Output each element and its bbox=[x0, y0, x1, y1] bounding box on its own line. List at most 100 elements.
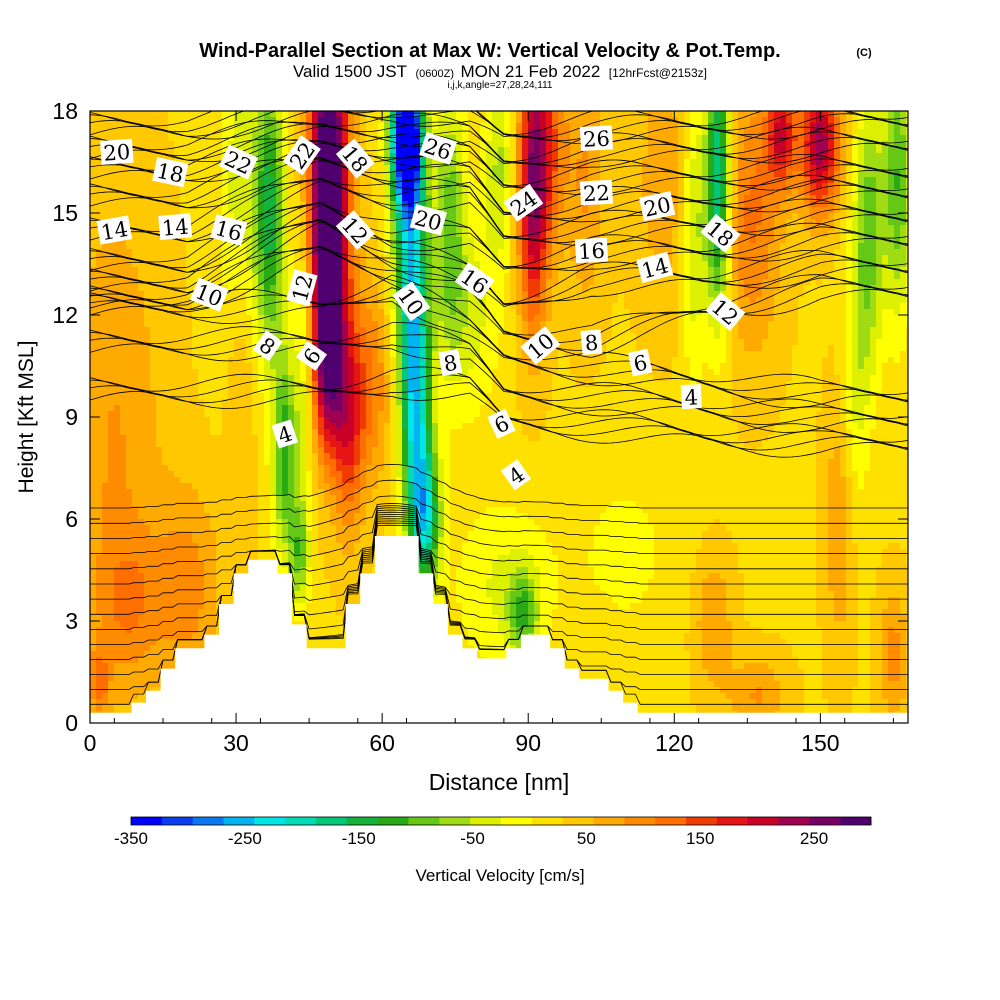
velocity-cell bbox=[390, 249, 397, 256]
velocity-cell bbox=[546, 141, 553, 148]
velocity-cell bbox=[480, 207, 487, 214]
velocity-cell bbox=[438, 207, 445, 214]
velocity-cell bbox=[798, 321, 805, 328]
velocity-cell bbox=[198, 111, 205, 118]
velocity-cell bbox=[816, 297, 823, 304]
velocity-cell bbox=[684, 297, 691, 304]
velocity-cell bbox=[804, 135, 811, 142]
velocity-cell bbox=[882, 171, 889, 178]
velocity-cell bbox=[828, 303, 835, 310]
velocity-cell bbox=[876, 291, 883, 298]
velocity-cell bbox=[450, 129, 457, 136]
velocity-cell bbox=[612, 309, 619, 316]
velocity-cell bbox=[348, 201, 355, 208]
velocity-cell bbox=[138, 183, 145, 190]
velocity-cell bbox=[594, 303, 601, 310]
velocity-cell bbox=[186, 201, 193, 208]
velocity-cell bbox=[558, 303, 565, 310]
velocity-cell bbox=[456, 117, 463, 124]
velocity-cell bbox=[678, 225, 685, 232]
velocity-cell bbox=[90, 207, 97, 214]
velocity-cell bbox=[558, 309, 565, 316]
velocity-cell bbox=[444, 255, 451, 262]
velocity-cell bbox=[648, 279, 655, 286]
velocity-cell bbox=[216, 189, 223, 196]
velocity-cell bbox=[540, 165, 547, 172]
velocity-cell bbox=[516, 243, 523, 250]
velocity-cell bbox=[894, 129, 901, 136]
velocity-cell bbox=[330, 213, 337, 220]
velocity-cell bbox=[252, 291, 259, 298]
velocity-cell bbox=[342, 165, 349, 172]
velocity-cell bbox=[336, 285, 343, 292]
velocity-cell bbox=[678, 315, 685, 322]
velocity-cell bbox=[522, 159, 529, 166]
velocity-cell bbox=[522, 267, 529, 274]
velocity-cell bbox=[198, 141, 205, 148]
velocity-cell bbox=[246, 267, 253, 274]
velocity-cell bbox=[276, 261, 283, 268]
velocity-cell bbox=[684, 303, 691, 310]
velocity-cell bbox=[126, 279, 133, 286]
velocity-cell bbox=[330, 243, 337, 250]
velocity-cell bbox=[504, 273, 511, 280]
velocity-cell bbox=[444, 309, 451, 316]
velocity-cell bbox=[786, 189, 793, 196]
velocity-cell bbox=[858, 303, 865, 310]
velocity-cell bbox=[738, 225, 745, 232]
velocity-cell bbox=[498, 171, 505, 178]
velocity-cell bbox=[690, 117, 697, 124]
velocity-cell bbox=[306, 321, 313, 328]
velocity-cell bbox=[882, 159, 889, 166]
velocity-cell bbox=[180, 123, 187, 130]
velocity-cell bbox=[738, 189, 745, 196]
velocity-cell bbox=[174, 243, 181, 250]
velocity-cell bbox=[336, 249, 343, 256]
velocity-cell bbox=[210, 165, 217, 172]
velocity-cell bbox=[906, 309, 908, 316]
velocity-cell bbox=[708, 249, 715, 256]
velocity-cell bbox=[678, 261, 685, 268]
velocity-cell bbox=[852, 321, 859, 328]
velocity-cell bbox=[588, 291, 595, 298]
velocity-cell bbox=[720, 147, 727, 154]
velocity-cell bbox=[600, 267, 607, 274]
velocity-cell bbox=[198, 261, 205, 268]
velocity-cell bbox=[888, 135, 895, 142]
velocity-cell bbox=[186, 309, 193, 316]
velocity-cell bbox=[834, 213, 841, 220]
velocity-cell bbox=[804, 231, 811, 238]
velocity-cell bbox=[90, 159, 97, 166]
velocity-cell bbox=[636, 189, 643, 196]
velocity-cell bbox=[120, 267, 127, 274]
velocity-cell bbox=[438, 297, 445, 304]
velocity-cell bbox=[804, 249, 811, 256]
velocity-cell bbox=[756, 165, 763, 172]
velocity-cell bbox=[678, 303, 685, 310]
velocity-cell bbox=[804, 171, 811, 178]
velocity-cell bbox=[816, 195, 823, 202]
velocity-cell bbox=[588, 225, 595, 232]
velocity-cell bbox=[900, 309, 907, 316]
velocity-cell bbox=[774, 159, 781, 166]
velocity-cell bbox=[870, 111, 877, 118]
velocity-cell bbox=[234, 207, 241, 214]
velocity-cell bbox=[870, 219, 877, 226]
velocity-cell bbox=[600, 273, 607, 280]
velocity-cell bbox=[132, 153, 139, 160]
velocity-cell bbox=[840, 303, 847, 310]
velocity-cell bbox=[438, 117, 445, 124]
velocity-cell bbox=[366, 279, 373, 286]
velocity-cell bbox=[906, 159, 908, 166]
velocity-cell bbox=[324, 153, 331, 160]
velocity-cell bbox=[882, 255, 889, 262]
velocity-cell bbox=[222, 315, 229, 322]
velocity-cell bbox=[642, 117, 649, 124]
velocity-cell bbox=[636, 213, 643, 220]
velocity-cell bbox=[276, 123, 283, 130]
velocity-cell bbox=[774, 273, 781, 280]
velocity-cell bbox=[156, 123, 163, 130]
velocity-cell bbox=[144, 135, 151, 142]
velocity-cell bbox=[672, 159, 679, 166]
velocity-cell bbox=[408, 189, 415, 196]
